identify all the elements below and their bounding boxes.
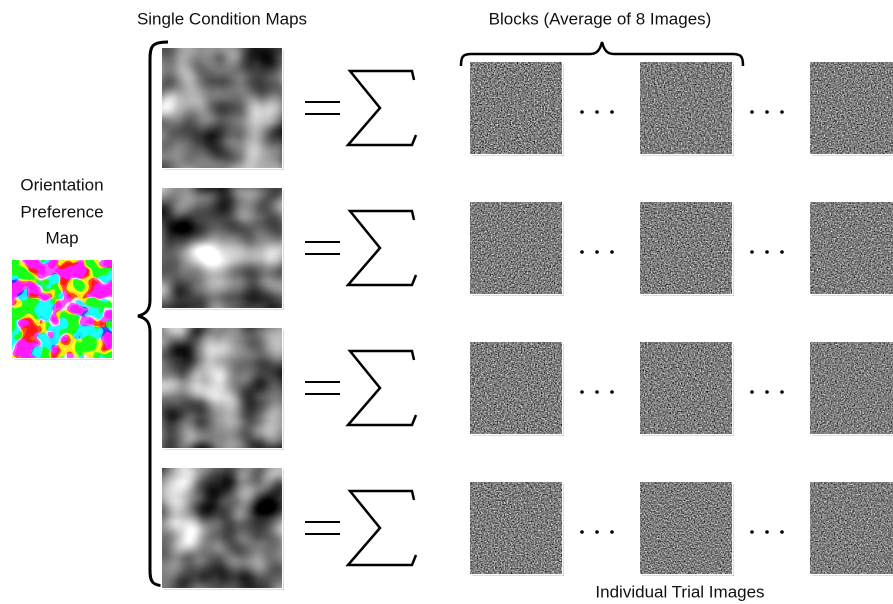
sigma <box>345 69 418 147</box>
blocks-title: Blocks (Average of 8 Images) <box>489 9 712 28</box>
condition-map <box>162 468 282 588</box>
ellipsis-dot <box>780 530 784 534</box>
ellipsis-dot <box>765 110 769 114</box>
orientation-label: Orientation <box>20 175 103 194</box>
ellipsis-dot <box>580 250 584 254</box>
ellipsis-dot <box>580 390 584 394</box>
ellipsis-dot <box>595 110 599 114</box>
trial-image <box>640 342 732 434</box>
trial-image <box>810 342 893 434</box>
trial-image <box>810 482 893 574</box>
ellipsis-dot <box>765 530 769 534</box>
sigma <box>345 489 418 567</box>
ellipsis-dot <box>610 530 614 534</box>
trial-image <box>470 202 562 294</box>
sigma <box>345 349 418 427</box>
ellipsis-dot <box>780 110 784 114</box>
trial-image <box>810 202 893 294</box>
top-brace <box>459 41 745 67</box>
ellipsis-dot <box>610 110 614 114</box>
trial-image <box>640 62 732 154</box>
ellipsis-dot <box>580 110 584 114</box>
condition-map <box>162 328 282 448</box>
orientation-label: Map <box>45 228 78 247</box>
ellipsis-dot <box>610 250 614 254</box>
left-brace <box>137 40 169 588</box>
trial-image <box>810 62 893 154</box>
single-condition-title: Single Condition Maps <box>137 9 307 28</box>
trial-image <box>640 202 732 294</box>
ellipsis-dot <box>750 110 754 114</box>
orientation-label: Preference <box>20 202 103 221</box>
sigma <box>345 209 418 287</box>
condition-map <box>162 188 282 308</box>
ellipsis-dot <box>750 390 754 394</box>
ellipsis-dot <box>610 390 614 394</box>
trial-image <box>470 342 562 434</box>
ellipsis-dot <box>595 390 599 394</box>
ellipsis-dot <box>750 250 754 254</box>
ellipsis-dot <box>765 390 769 394</box>
ellipsis-dot <box>595 530 599 534</box>
trial-image <box>470 62 562 154</box>
ellipsis-dot <box>580 530 584 534</box>
trial-images-title: Individual Trial Images <box>595 582 764 601</box>
trial-image <box>640 482 732 574</box>
ellipsis-dot <box>750 530 754 534</box>
trial-image <box>470 482 562 574</box>
orientation-map <box>12 260 112 358</box>
condition-map <box>162 48 282 168</box>
ellipsis-dot <box>780 250 784 254</box>
ellipsis-dot <box>780 390 784 394</box>
ellipsis-dot <box>595 250 599 254</box>
ellipsis-dot <box>765 250 769 254</box>
